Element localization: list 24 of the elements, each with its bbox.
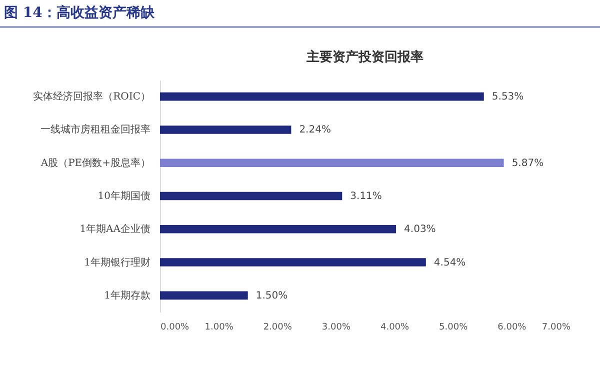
- y-tick-label: 1年期银行理财: [84, 256, 150, 268]
- x-tick-label: 4.00%: [380, 322, 410, 332]
- x-tick-label: 5.00%: [439, 322, 468, 332]
- data-label: 2.24%: [299, 124, 331, 136]
- x-tick-label: 6.00%: [498, 322, 527, 332]
- x-tick-label: 1.00%: [204, 322, 234, 332]
- y-tick-label: 10年期国债: [98, 190, 150, 202]
- data-label: 4.03%: [404, 224, 436, 236]
- data-label: 5.53%: [492, 92, 524, 103]
- chart-title: 主要资产投资回报率: [306, 49, 424, 65]
- data-label: 5.87%: [512, 158, 544, 169]
- data-label: 3.11%: [350, 191, 382, 202]
- x-tick-label: 7.00%: [542, 322, 571, 332]
- data-label: 4.54%: [434, 257, 466, 268]
- y-tick-label: A股（PE倒数+股息率）: [40, 156, 150, 169]
- y-tick-label: 一线城市房租租金回报率: [40, 124, 150, 136]
- x-tick-label: 2.00%: [263, 322, 292, 332]
- y-tick-label: 1年期存款: [104, 289, 150, 302]
- x-tick-label: 3.00%: [322, 322, 351, 332]
- y-tick-label: 1年期AA企业债: [80, 223, 150, 236]
- data-label: 1.50%: [256, 290, 288, 302]
- x-tick-label: 0.00%: [160, 322, 190, 332]
- caption: 图 14：高收益资产稀缺: [0, 0, 600, 28]
- y-tick-label: 实体经济回报率（ROIC）: [33, 90, 150, 103]
